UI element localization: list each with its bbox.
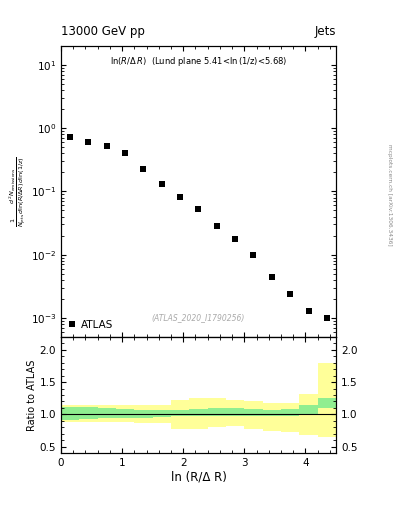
ATLAS [68, 134, 72, 140]
ATLAS [325, 315, 329, 321]
ATLAS [288, 291, 292, 297]
Text: Jets: Jets [314, 26, 336, 38]
Text: $\ln(R/\Delta\,R)$  (Lund plane 5.41<$\ln$(1/z)<5.68): $\ln(R/\Delta\,R)$ (Lund plane 5.41<$\ln… [110, 55, 287, 68]
ATLAS [270, 273, 274, 280]
Text: (ATLAS_2020_I1790256): (ATLAS_2020_I1790256) [152, 313, 245, 322]
ATLAS [160, 181, 164, 187]
Y-axis label: $\frac{1}{N_\mathrm{jets}}\frac{d^2 N_\mathrm{emissions}}{d\ln(R/\Delta R)\,d\ln: $\frac{1}{N_\mathrm{jets}}\frac{d^2 N_\m… [7, 156, 28, 227]
Text: 13000 GeV pp: 13000 GeV pp [61, 26, 145, 38]
Legend: ATLAS: ATLAS [66, 317, 115, 332]
ATLAS [105, 143, 109, 150]
Text: mcplots.cern.ch [arXiv:1306.3436]: mcplots.cern.ch [arXiv:1306.3436] [387, 144, 392, 245]
ATLAS [141, 165, 146, 172]
ATLAS [306, 308, 311, 314]
ATLAS [86, 139, 91, 145]
ATLAS [233, 236, 237, 242]
ATLAS [215, 223, 219, 229]
ATLAS [178, 194, 182, 200]
ATLAS [251, 251, 256, 258]
Y-axis label: Ratio to ATLAS: Ratio to ATLAS [27, 359, 37, 431]
ATLAS [196, 206, 201, 212]
X-axis label: ln (R/Δ R): ln (R/Δ R) [171, 471, 226, 484]
ATLAS [123, 151, 127, 157]
Line: ATLAS: ATLAS [67, 135, 330, 321]
